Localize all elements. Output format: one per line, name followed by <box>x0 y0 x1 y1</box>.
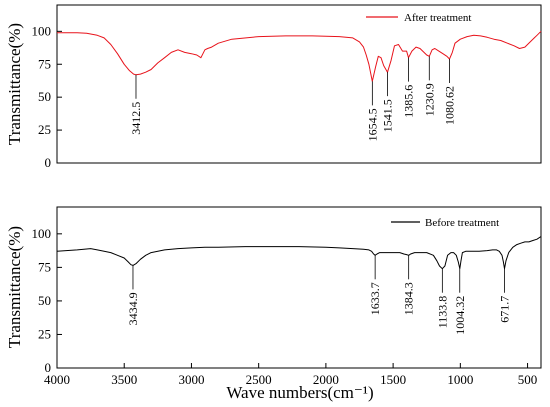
x-tick-label: 3000 <box>178 372 204 387</box>
y-tick-label: 100 <box>32 23 52 38</box>
y-tick-label: 25 <box>38 326 51 341</box>
peak-annotations-bottom: 3434.9 1633.7 1384.3 1133.8 1004.32 671.7 <box>126 255 512 335</box>
legend-bottom: Before treatment <box>391 217 499 229</box>
y-tick-label: 50 <box>38 293 51 308</box>
legend-top: After treatment <box>366 12 472 24</box>
x-axis-ticks-bottom: 4000 3500 3000 2500 2000 1500 1000 500 <box>44 363 537 387</box>
y-axis-title-bottom: Transmittance(%) <box>5 226 24 348</box>
peak-label: 3412.5 <box>129 102 143 135</box>
y-tick-label: 0 <box>45 360 52 375</box>
y-tick-label: 100 <box>32 226 52 241</box>
legend-label-after: After treatment <box>404 12 472 24</box>
x-tick-label: 500 <box>518 372 538 387</box>
peak-label: 1541.5 <box>381 99 395 132</box>
y-tick-label: 75 <box>38 56 51 71</box>
plot-frame-top <box>56 4 542 164</box>
x-tick-label: 4000 <box>44 372 70 387</box>
y-tick-label: 75 <box>38 259 51 274</box>
peak-label: 1384.3 <box>402 282 416 315</box>
peak-label: 1080.62 <box>443 86 457 125</box>
peak-label: 1004.32 <box>453 296 467 335</box>
plot-frame-bottom <box>56 206 542 369</box>
series-after-treatment <box>57 30 542 82</box>
peak-label: 1385.6 <box>402 85 416 118</box>
y-tick-label: 0 <box>45 155 52 170</box>
x-tick-label: 1500 <box>380 372 406 387</box>
y-tick-label: 25 <box>38 122 51 137</box>
y-axis-title-top: Transmittance(%) <box>5 23 24 145</box>
x-tick-label: 3500 <box>111 372 137 387</box>
series-before-treatment <box>56 236 542 270</box>
peak-label: 1230.9 <box>422 83 436 116</box>
x-tick-label: 2000 <box>313 372 339 387</box>
peak-label: 3434.9 <box>126 292 140 325</box>
peak-label: 1633.7 <box>368 282 382 315</box>
peak-label: 1654.5 <box>365 108 379 141</box>
x-tick-label: 2500 <box>246 372 272 387</box>
peak-annotations-top: 3412.5 1654.5 1541.5 1385.6 1230.9 1080.62 <box>129 56 457 141</box>
panel-after-treatment: 0 25 50 75 100 3412.5 1654.5 1541.5 1385.6 1230.… <box>5 4 542 170</box>
x-tick-label: 1000 <box>447 372 473 387</box>
series-line <box>57 30 542 82</box>
series-line <box>56 236 542 270</box>
peak-label: 1133.8 <box>435 296 449 329</box>
peak-label: 671.7 <box>498 296 512 323</box>
y-tick-label: 50 <box>38 89 51 104</box>
y-axis-ticks-top: 0 25 50 75 100 <box>32 23 62 170</box>
panel-before-treatment: 0 25 50 75 100 4000 3500 3000 2500 2000 1500 1000 5… <box>5 206 542 402</box>
y-axis-ticks-bottom: 0 25 50 75 100 <box>32 226 62 375</box>
x-axis-title: Wave numbers(cm⁻¹) <box>226 383 373 402</box>
legend-label-before: Before treatment <box>425 217 499 229</box>
